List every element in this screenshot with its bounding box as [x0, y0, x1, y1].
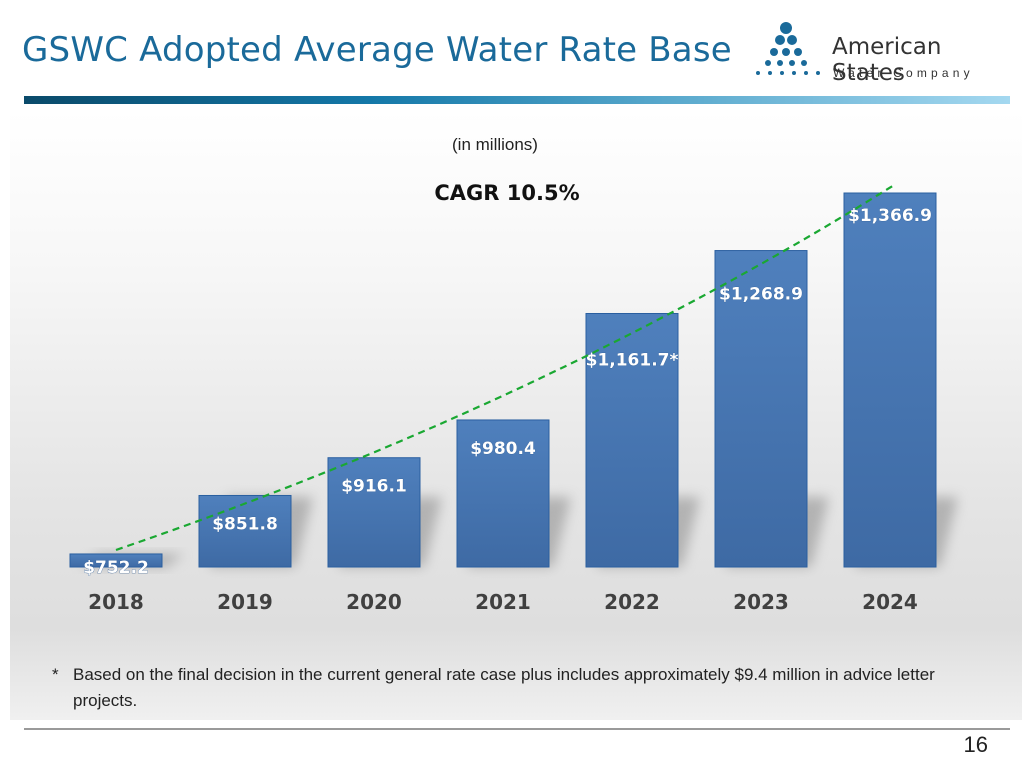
- data-label: $916.1: [341, 477, 407, 497]
- water-drops-icon: [756, 22, 820, 75]
- x-tick-label: 2022: [604, 590, 660, 614]
- bar-2021: [456, 419, 550, 568]
- bar-2022: [585, 312, 679, 568]
- chart-subtitle: (in millions): [452, 135, 538, 154]
- footnote-marker: *: [52, 665, 59, 684]
- x-tick-label: 2024: [862, 590, 918, 614]
- x-tick-label: 2019: [217, 590, 273, 614]
- bar-2024: [843, 192, 937, 568]
- x-tick-label: 2020: [346, 590, 402, 614]
- x-tick-label: 2018: [88, 590, 144, 614]
- data-label: $851.8: [212, 514, 278, 534]
- slide-title: GSWC Adopted Average Water Rate Base: [22, 30, 732, 70]
- logo-name: American States: [832, 34, 942, 86]
- bar-2019: [198, 494, 292, 568]
- data-label: $1,366.9: [848, 206, 932, 226]
- header-gradient-bar: [24, 96, 1010, 104]
- data-label: $980.4: [470, 439, 536, 459]
- footer-divider: [24, 728, 1010, 730]
- x-tick-label: 2023: [733, 590, 789, 614]
- footnote-text: Based on the final decision in the curre…: [73, 665, 935, 710]
- company-logo: American States Water Company: [752, 20, 1017, 86]
- page-number: 16: [963, 732, 988, 757]
- data-label: $1,161.7*: [586, 350, 679, 370]
- x-tick-label: 2021: [475, 590, 531, 614]
- bar-2020: [327, 457, 421, 568]
- cagr-annotation: CAGR 10.5%: [434, 181, 579, 205]
- logo-subtitle: Water Company: [833, 66, 974, 80]
- data-label: $1,268.9: [719, 285, 803, 305]
- cagr-trendline: [115, 185, 894, 552]
- bar-2023: [714, 250, 808, 568]
- bar-2018: [69, 553, 163, 568]
- data-label: $752.2: [83, 558, 149, 578]
